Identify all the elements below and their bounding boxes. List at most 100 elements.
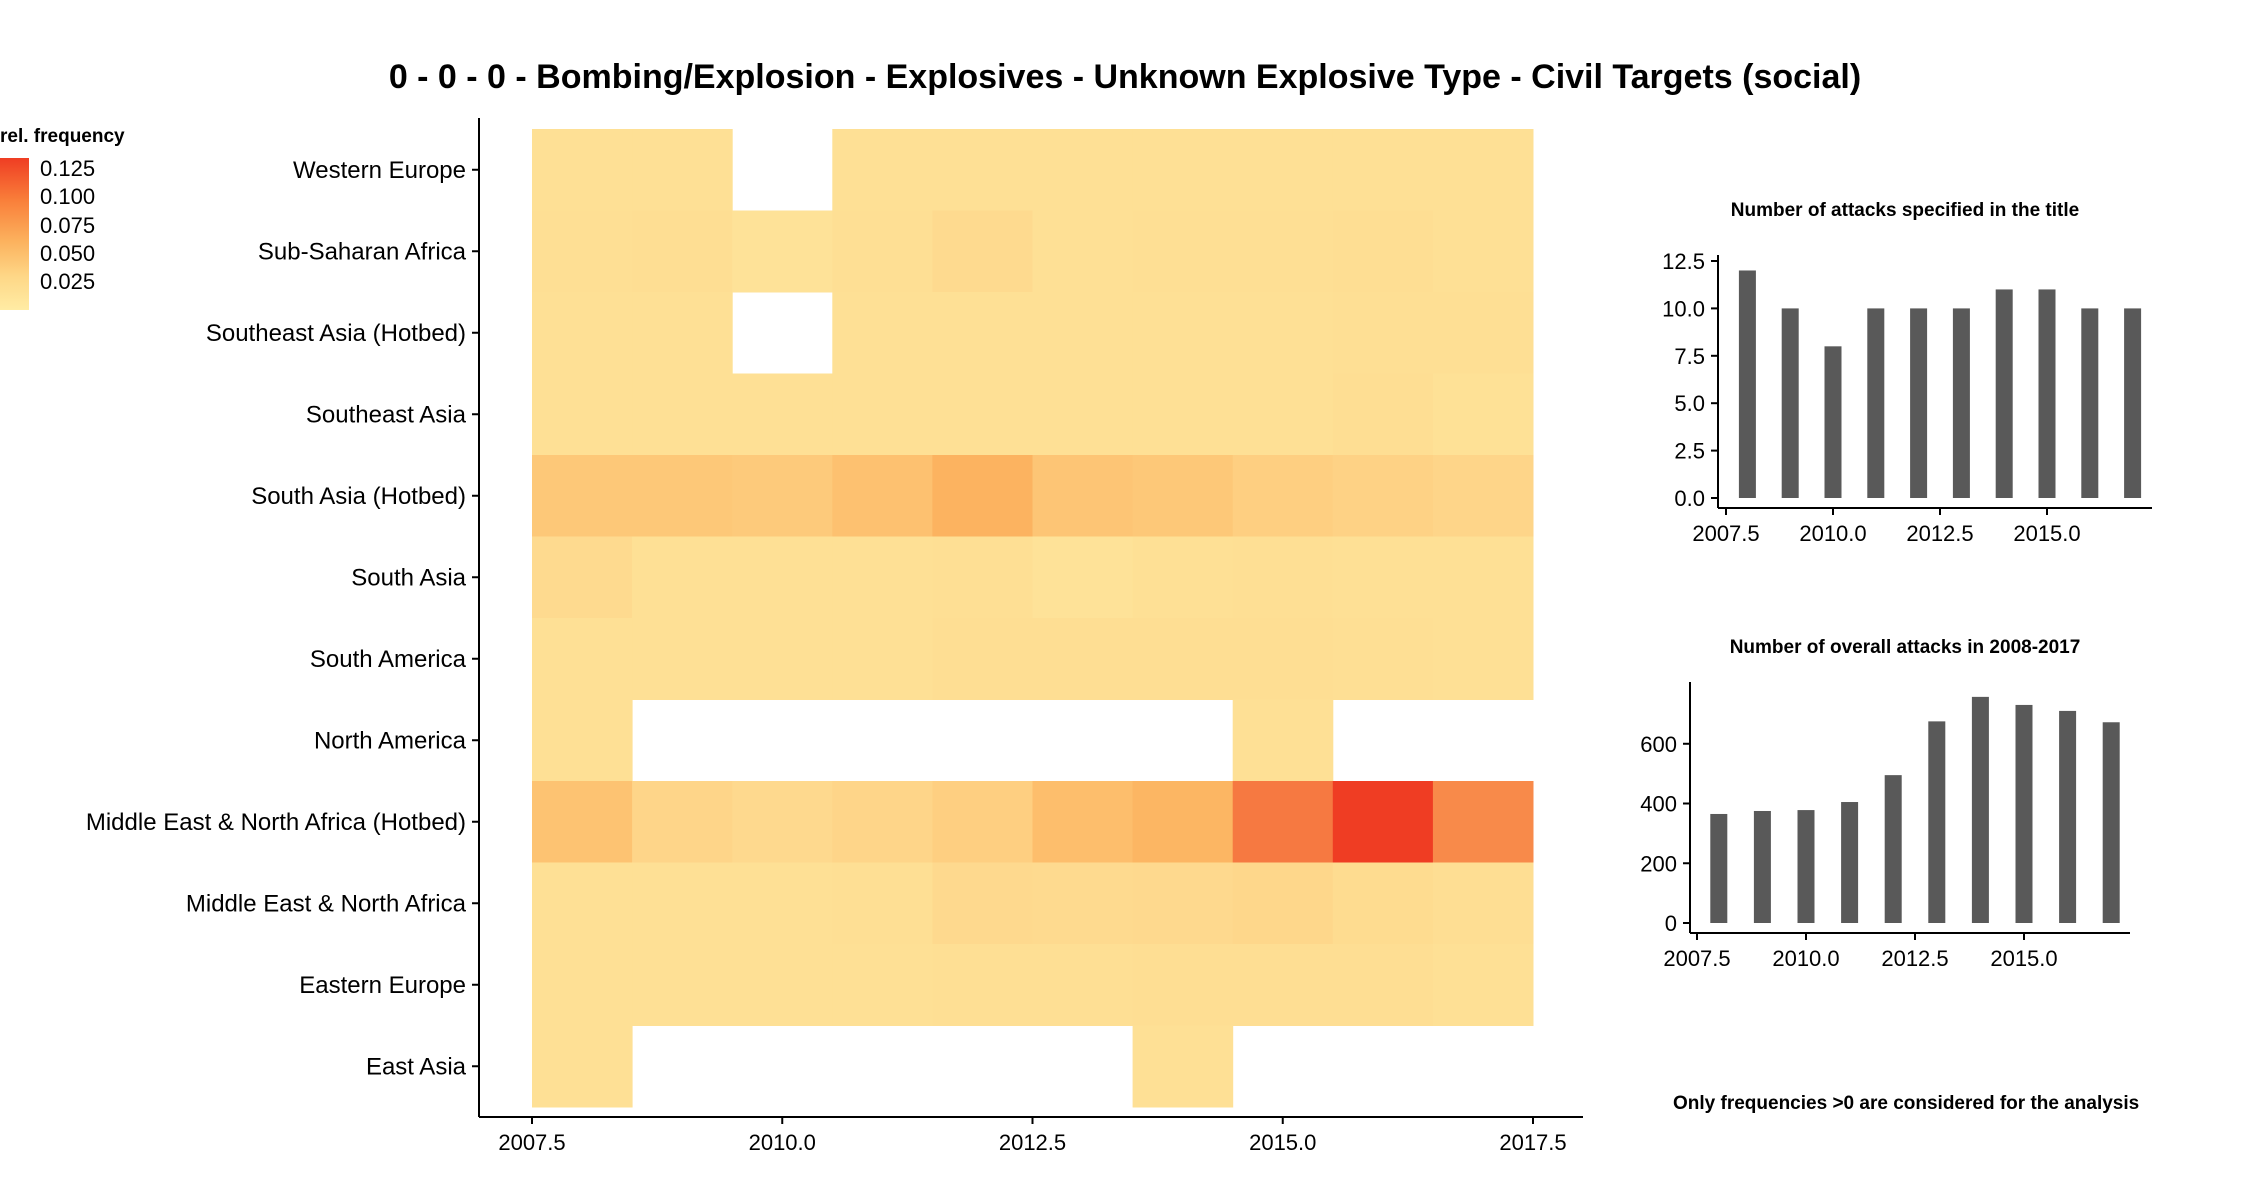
- heatmap-cell: [932, 455, 1033, 537]
- y-axis-tick-label: 0.0: [1674, 486, 1705, 511]
- heatmap-cell: [1432, 862, 1534, 945]
- x-axis-tick-label: 2015.0: [1990, 946, 2057, 971]
- y-axis-label: Middle East & North Africa (Hotbed): [86, 809, 466, 836]
- heatmap-cell: [1332, 210, 1434, 293]
- heatmap-cell: [632, 618, 733, 700]
- heatmap-cell: [1032, 373, 1134, 456]
- heatmap-cell: [832, 129, 933, 211]
- heatmap-cell: [532, 699, 633, 782]
- y-axis-tick-label: 12.5: [1662, 249, 1705, 274]
- heatmap-cell: [1232, 292, 1334, 374]
- bar: [1928, 721, 1946, 923]
- heatmap-cell: [832, 536, 933, 619]
- y-axis-label: East Asia: [366, 1053, 467, 1080]
- bar: [1995, 289, 2013, 498]
- heatmap-cell: [1232, 210, 1334, 293]
- x-axis-tick-label: 2010.0: [1799, 521, 1866, 546]
- y-axis-label: Southeast Asia (Hotbed): [206, 320, 466, 347]
- legend-tick-mark: [29, 168, 37, 171]
- heatmap-cell: [1332, 944, 1434, 1026]
- bar: [1841, 802, 1859, 923]
- legend-tick-mark: [29, 280, 37, 283]
- heatmap-cell: [832, 373, 933, 456]
- heatmap-cell: [1432, 129, 1534, 211]
- heatmap-cell: [1432, 781, 1534, 863]
- heatmap-cell: [1332, 373, 1434, 456]
- heatmap-cell: [1232, 618, 1334, 700]
- heatmap-cell: [1432, 373, 1534, 456]
- heatmap-cell: [732, 536, 833, 619]
- heatmap-cell: [932, 618, 1033, 700]
- y-axis-tick-label: 200: [1640, 851, 1677, 876]
- bar: [2081, 308, 2099, 498]
- analysis-note: Only frequencies >0 are considered for t…: [1673, 1093, 2140, 1114]
- heatmap-cell: [932, 373, 1033, 456]
- x-axis-tick-label: 2010.0: [1772, 946, 1839, 971]
- heatmap-cell: [1132, 292, 1234, 374]
- heatmap-cell: [632, 862, 733, 945]
- heatmap-cell: [1032, 292, 1134, 374]
- heatmap-cell: [1032, 781, 1134, 863]
- heatmap-cell: [1332, 129, 1434, 211]
- heatmap-cell: [1332, 292, 1434, 374]
- x-axis-tick-label: 2007.5: [498, 1130, 565, 1155]
- heatmap-cell: [932, 129, 1033, 211]
- y-axis-tick-label: 10.0: [1662, 296, 1705, 321]
- heatmap-cell: [1332, 536, 1434, 619]
- y-axis-label: Southeast Asia: [306, 401, 467, 428]
- heatmap-cell: [932, 292, 1033, 374]
- bar: [1910, 308, 1928, 498]
- heatmap-cell: [1332, 618, 1434, 700]
- heatmap-cell: [532, 862, 633, 945]
- heatmap-cell: [1032, 210, 1134, 293]
- bar: [1952, 308, 1970, 498]
- heatmap-cell: [1132, 862, 1234, 945]
- heatmap-cell: [932, 210, 1033, 293]
- x-axis-tick-label: 2012.5: [999, 1130, 1066, 1155]
- heatmap-cell: [1032, 944, 1134, 1026]
- heatmap-cell: [532, 536, 633, 619]
- heatmap-cell: [1432, 455, 1534, 537]
- heatmap-cell: [1132, 944, 1234, 1026]
- legend-color-bar: [0, 158, 29, 310]
- heatmap-cell: [1132, 536, 1234, 619]
- heatmap-cell: [632, 944, 733, 1026]
- bar: [2124, 308, 2142, 498]
- heatmap-cell: [732, 373, 833, 456]
- y-axis-label: South Asia: [351, 564, 466, 591]
- heatmap-cell: [532, 1025, 633, 1108]
- heatmap-cell: [932, 862, 1033, 945]
- heatmap-cell: [632, 129, 733, 211]
- legend-tick-mark: [29, 224, 37, 227]
- legend-tick-label: 0.050: [40, 240, 96, 266]
- x-axis-tick-label: 2015.0: [2013, 521, 2080, 546]
- bar: [1797, 810, 1815, 923]
- heatmap-cell: [1132, 129, 1234, 211]
- heatmap-cell: [532, 618, 633, 700]
- heatmap-cell: [832, 618, 933, 700]
- x-axis-tick-label: 2012.5: [1881, 946, 1948, 971]
- heatmap-cell: [832, 292, 933, 374]
- heatmap-cell: [1432, 618, 1534, 700]
- heatmap-cell: [532, 781, 633, 863]
- y-axis-label: South America: [310, 646, 467, 673]
- heatmap-cell: [632, 455, 733, 537]
- y-axis-label: Sub-Saharan Africa: [258, 238, 467, 265]
- heatmap-cell: [1332, 455, 1434, 537]
- heatmap-cell: [932, 536, 1033, 619]
- heatmap-cell: [732, 944, 833, 1026]
- heatmap-cell: [1432, 210, 1534, 293]
- bar: [1884, 775, 1902, 923]
- heatmap-cell: [732, 618, 833, 700]
- heatmap-cell: [1232, 536, 1334, 619]
- heatmap-cell: [1432, 944, 1534, 1026]
- x-axis-tick-label: 2017.5: [1499, 1130, 1566, 1155]
- heatmap-cell: [1032, 455, 1134, 537]
- y-axis-label: Eastern Europe: [299, 972, 466, 999]
- heatmap-cell: [532, 373, 633, 456]
- bar-chart-title: Number of attacks specified in the title: [1731, 200, 2079, 221]
- x-axis-tick-label: 2007.5: [1663, 946, 1730, 971]
- heatmap-cell: [532, 455, 633, 537]
